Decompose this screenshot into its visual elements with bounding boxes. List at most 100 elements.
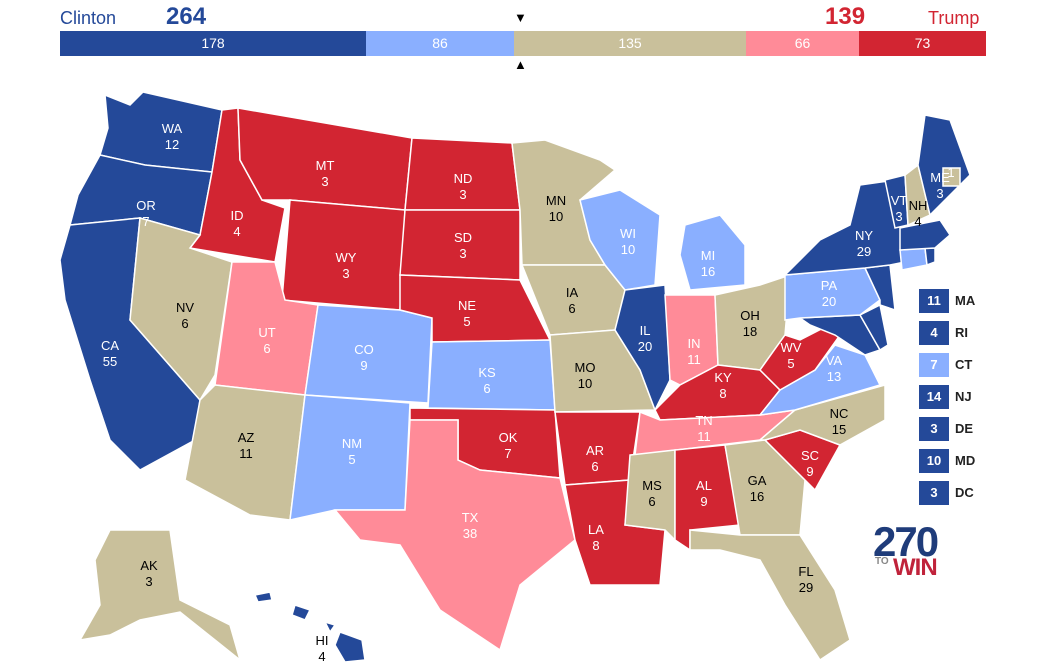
state-TX[interactable] [333,419,576,652]
state-label-MT: MT 3 [316,158,335,189]
state-votes: 3 [321,174,328,189]
state-abbr: AR [586,443,604,458]
state-votes: 5 [348,452,355,467]
state-label-IN: IN 11 [687,336,701,367]
state-abbr: SD [454,230,472,245]
logo-win-text: WIN [893,554,938,581]
state-abbr: NH [909,198,928,213]
state-GA[interactable] [724,439,806,536]
state-abbr: WV [781,340,802,355]
small-state-abbr: CT [955,357,973,372]
state-votes: 6 [591,459,598,474]
midpoint-arrow-down-icon: ▼ [514,10,527,25]
state-votes: 55 [103,354,117,369]
state-votes: 29 [799,580,813,595]
state-votes: 11 [239,446,253,461]
state-abbr: CO [354,342,374,357]
state-abbr: WA [162,121,183,136]
small-state-votes[interactable]: 11 [919,289,949,313]
midpoint-arrow-up-icon: ▲ [514,57,527,72]
state-abbr: ID [231,208,244,223]
state-abbr: PA [821,278,838,293]
state-FL[interactable] [689,529,851,662]
state-votes: 6 [263,341,270,356]
state-MS[interactable] [624,449,676,542]
state-abbr: SC [801,448,819,463]
state-label-TN: TN 11 [695,413,712,444]
state-label-NC: NC 15 [830,406,849,437]
state-votes: 13 [827,369,841,384]
state-votes: 9 [700,494,707,509]
state-abbr: MI [701,248,715,263]
state-label-MS: MS 6 [642,478,662,509]
state-votes: 10 [578,376,592,391]
small-state-abbr: MA [955,293,976,308]
state-abbr: VT [891,193,908,208]
state-votes: 9 [360,358,367,373]
state-votes: 16 [701,264,715,279]
state-abbr: OK [499,430,518,445]
small-state-votes[interactable]: 10 [919,449,949,473]
state-CO[interactable] [304,304,433,404]
small-state-votes[interactable]: 3 [919,417,949,441]
state-label-CO: CO 9 [354,342,374,373]
state-abbr: MT [316,158,335,173]
state-abbr: CA [101,338,119,353]
bar-segment-tossup: 135 [514,31,746,56]
state-label-NY: NY 29 [855,228,873,259]
state-abbr: ND [454,171,473,186]
state-abbr: IA [566,285,579,300]
small-state-votes[interactable]: 4 [919,321,949,345]
state-label-LA: LA 8 [588,522,604,553]
state-abbr: MS [642,478,662,493]
state-label-OH: OH 18 [740,308,760,339]
state-votes: 3 [145,574,152,589]
state-abbr: AK [140,558,158,573]
right-candidate-total: 139 [825,3,866,30]
small-state-votes[interactable]: 3 [919,481,949,505]
state-label-ND: ND 3 [454,171,473,202]
state-votes: 3 [459,187,466,202]
state-abbr: AZ [238,430,255,445]
state-DE[interactable] [858,303,889,352]
state-votes: 6 [181,316,188,331]
state-votes: 18 [743,324,757,339]
state-abbr: NC [830,406,849,421]
state-label-ID: ID 4 [231,208,244,239]
state-votes: 15 [832,422,846,437]
state-NY[interactable] [783,179,906,276]
state-ME[interactable] [917,114,971,217]
state-votes: 6 [648,494,655,509]
state-votes: 6 [568,301,575,316]
state-votes: 4 [233,224,240,239]
state-MI[interactable] [679,214,746,291]
state-votes: 20 [822,294,836,309]
state-abbr: NE [458,298,476,313]
state-AK[interactable] [78,529,242,663]
state-label-NM: NM 5 [342,436,362,467]
state-abbr: OH [740,308,760,323]
state-WV[interactable] [759,320,841,391]
state-abbr: ME [930,170,950,185]
state-votes: 12 [165,137,179,152]
state-label-IL: IL 20 [638,323,652,354]
small-state-votes[interactable]: 14 [919,385,949,409]
state-RI[interactable] [924,247,936,267]
bar-segment-safe-rep: 73 [859,31,986,56]
state-SD[interactable] [399,209,521,281]
state-HI[interactable] [253,591,366,663]
state-label-MN: MN 10 [546,193,566,224]
bar-segment-lean-dem: 86 [366,31,514,56]
state-ME-2[interactable] [942,167,961,187]
state-votes: 6 [483,381,490,396]
state-label-PA: PA 20 [821,278,838,309]
state-MA[interactable] [899,219,951,251]
small-state-votes[interactable]: 7 [919,353,949,377]
state-votes: 4 [914,214,921,229]
state-label-UT: UT 6 [258,325,275,356]
state-CT[interactable] [899,247,928,271]
state-label-AK: AK 3 [140,558,158,589]
state-label-WA: WA 12 [162,121,183,152]
state-votes: 3 [936,186,943,201]
